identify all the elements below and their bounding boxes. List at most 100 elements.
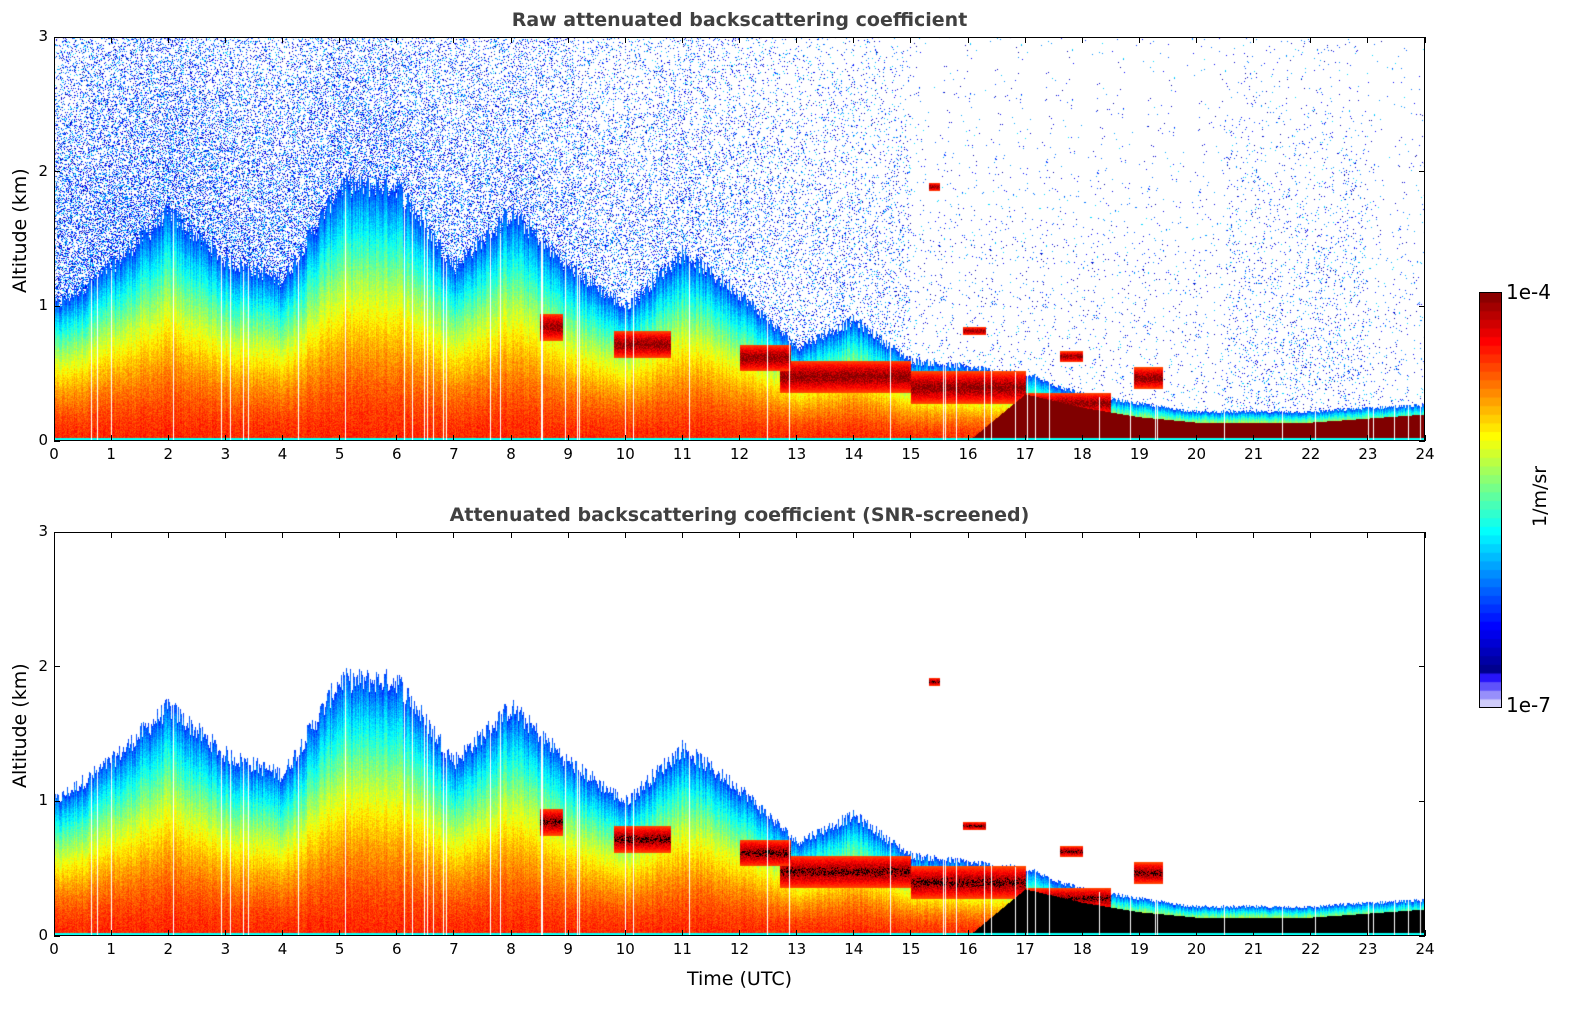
x-tick-mark <box>567 435 569 441</box>
x-tick-label: 18 <box>1072 940 1092 958</box>
x-tick-label: 16 <box>958 445 978 463</box>
x-tick-mark <box>110 435 112 441</box>
x-tick-mark <box>510 930 512 936</box>
x-tick-mark <box>1253 532 1255 538</box>
x-tick-label: 17 <box>1015 445 1035 463</box>
y-tick-mark <box>1419 531 1425 533</box>
x-tick-mark <box>1081 435 1083 441</box>
x-tick-mark <box>282 930 283 936</box>
x-tick-mark <box>739 435 740 441</box>
x-tick-mark <box>53 435 55 441</box>
x-tick-label: 12 <box>729 940 750 958</box>
y-tick-mark <box>54 935 60 937</box>
x-tick-mark <box>53 37 55 43</box>
x-tick-mark <box>853 435 855 441</box>
x-tick-mark <box>1367 532 1369 538</box>
x-tick-mark <box>1196 532 1197 538</box>
top-plot-title: Raw attenuated backscattering coefficien… <box>511 9 968 31</box>
x-tick-label: 4 <box>277 445 288 463</box>
x-tick-mark <box>853 37 855 43</box>
y-tick-mark <box>1419 440 1425 442</box>
x-tick-mark <box>282 37 283 43</box>
x-tick-mark <box>396 930 398 936</box>
x-tick-mark <box>1024 532 1026 538</box>
x-tick-mark <box>624 532 626 538</box>
y-tick-mark <box>54 440 60 442</box>
x-tick-mark <box>681 930 683 936</box>
y-tick-label: 1 <box>38 791 48 810</box>
x-tick-label: 13 <box>787 445 807 463</box>
x-tick-mark <box>453 930 455 936</box>
x-tick-mark <box>681 37 683 43</box>
x-tick-mark <box>681 532 683 538</box>
x-tick-mark <box>796 930 798 936</box>
y-tick-label: 0 <box>38 431 48 449</box>
x-tick-mark <box>567 930 569 936</box>
y-tick-label: 3 <box>38 522 48 540</box>
x-tick-mark <box>224 435 226 441</box>
x-tick-mark <box>967 532 969 538</box>
x-tick-label: 23 <box>1358 940 1378 958</box>
x-tick-mark <box>1310 532 1312 538</box>
x-tick-label: 22 <box>1301 445 1321 463</box>
x-tick-mark <box>1253 37 1255 43</box>
top-plot-axes <box>54 37 1425 441</box>
x-tick-mark <box>1081 37 1083 43</box>
x-tick-label: 14 <box>844 445 864 463</box>
x-tick-mark <box>853 930 855 936</box>
x-tick-mark <box>739 532 740 538</box>
x-tick-mark <box>510 37 512 43</box>
x-tick-label: 4 <box>277 940 288 958</box>
x-tick-mark <box>739 930 740 936</box>
x-tick-label: 7 <box>449 940 459 958</box>
y-tick-mark <box>1419 800 1425 802</box>
x-tick-label: 20 <box>1186 445 1207 463</box>
bottom-heatmap <box>54 532 1425 936</box>
x-tick-label: 21 <box>1244 940 1264 958</box>
x-tick-mark <box>339 37 341 43</box>
x-tick-mark <box>1424 930 1426 936</box>
x-tick-label: 8 <box>506 445 516 463</box>
x-tick-mark <box>1081 532 1083 538</box>
x-tick-mark <box>167 37 169 43</box>
top-heatmap <box>54 37 1425 441</box>
bottom-y-axis-label: Altitude (km) <box>9 663 31 788</box>
x-tick-label: 10 <box>615 445 635 463</box>
x-tick-label: 3 <box>220 445 231 463</box>
y-tick-label: 3 <box>38 27 48 45</box>
x-tick-label: 24 <box>1415 940 1435 958</box>
x-tick-mark <box>396 532 398 538</box>
x-tick-mark <box>453 37 455 43</box>
x-tick-mark <box>796 532 798 538</box>
x-tick-mark <box>910 435 912 441</box>
y-tick-mark <box>54 36 60 38</box>
x-tick-mark <box>967 435 969 441</box>
y-tick-mark <box>54 666 60 668</box>
x-tick-mark <box>1253 435 1255 441</box>
colorbar <box>1479 292 1502 708</box>
x-tick-mark <box>110 37 112 43</box>
x-tick-mark <box>681 435 683 441</box>
x-tick-label: 2 <box>163 940 174 958</box>
x-tick-mark <box>967 37 969 43</box>
y-tick-label: 1 <box>38 296 48 315</box>
x-tick-mark <box>110 930 112 936</box>
x-tick-mark <box>624 435 626 441</box>
x-tick-mark <box>1424 37 1426 43</box>
y-tick-mark <box>1419 305 1425 307</box>
x-tick-label: 1 <box>106 445 116 463</box>
x-tick-label: 21 <box>1244 445 1264 463</box>
x-tick-mark <box>624 930 626 936</box>
x-tick-mark <box>396 435 398 441</box>
x-tick-mark <box>339 532 341 538</box>
x-tick-mark <box>453 435 455 441</box>
y-tick-mark <box>54 171 60 173</box>
x-tick-label: 19 <box>1129 940 1149 958</box>
y-tick-label: 2 <box>38 656 48 675</box>
top-y-axis-label: Altitude (km) <box>9 168 31 293</box>
x-tick-label: 20 <box>1186 940 1207 958</box>
x-tick-mark <box>224 37 226 43</box>
x-tick-mark <box>224 532 226 538</box>
x-tick-mark <box>1024 37 1026 43</box>
x-tick-label: 6 <box>391 940 402 958</box>
